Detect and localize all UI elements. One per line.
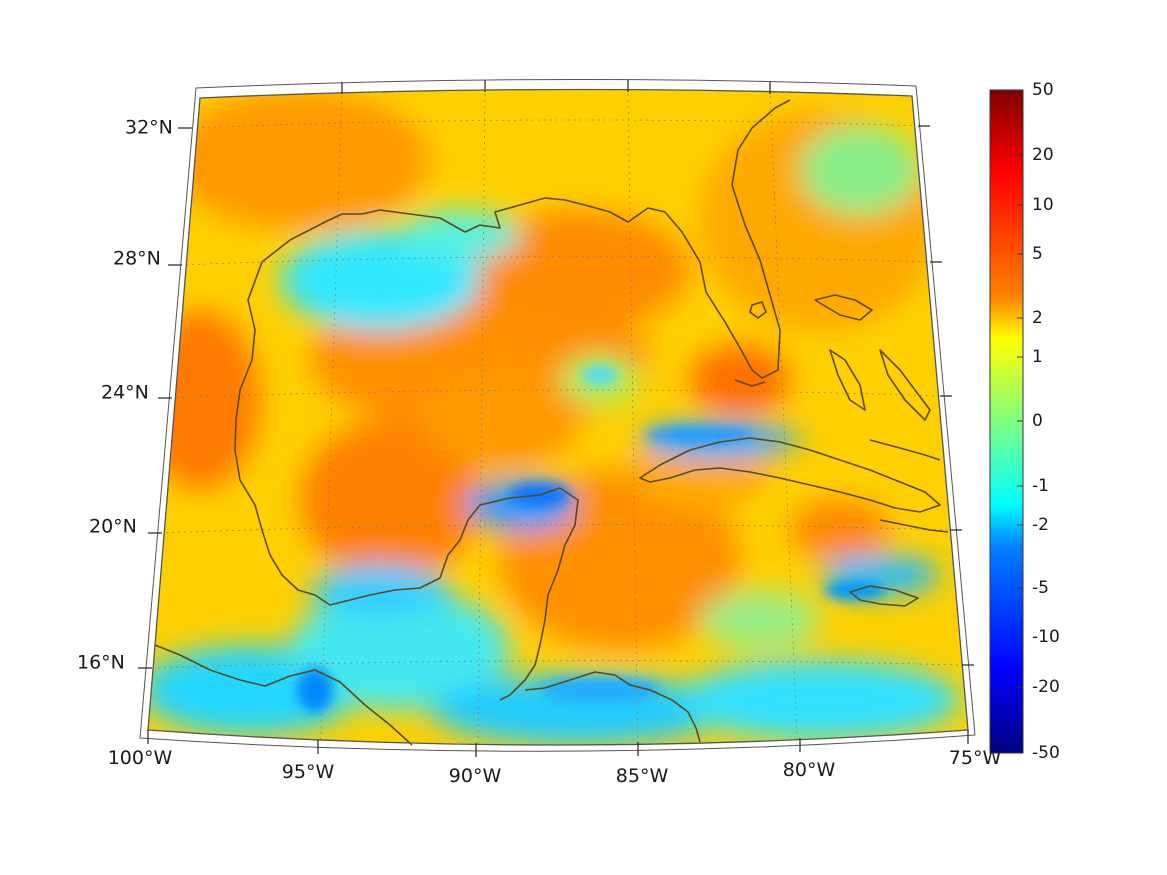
lat-labels: 32°N 28°N 24°N 20°N 16°N xyxy=(77,117,173,674)
colorbar-tick-50: 50 xyxy=(1032,80,1054,100)
colorbar-tick-0: 0 xyxy=(1032,411,1043,431)
colorbar-tick-neg50: -50 xyxy=(1032,743,1060,763)
cuba-coast xyxy=(639,437,941,513)
lon-label-85w: 85°W xyxy=(616,765,669,787)
colorbar-tick-neg2: -2 xyxy=(1032,515,1049,535)
lat-label-24n: 24°N xyxy=(101,382,149,404)
colorbar-tick-neg5: -5 xyxy=(1032,578,1049,598)
coastlines xyxy=(154,99,949,746)
lon-label-95w: 95°W xyxy=(282,761,335,783)
bahamas-1 xyxy=(814,294,873,321)
data-field xyxy=(148,89,968,745)
lon-label-75w: 75°W xyxy=(949,747,1002,769)
lat-ticks xyxy=(138,125,974,669)
lat-label-28n: 28°N xyxy=(113,248,161,270)
lat-label-20n: 20°N xyxy=(89,516,137,538)
lon-label-80w: 80°W xyxy=(783,759,836,781)
lat-label-32n: 32°N xyxy=(125,117,173,139)
map-frame xyxy=(139,78,976,752)
pacific-coast xyxy=(154,644,413,746)
hispaniola-coast xyxy=(879,519,949,533)
colorbar-tick-10: 10 xyxy=(1032,195,1054,215)
colorbar-tick-neg10: -10 xyxy=(1032,627,1060,647)
colorbar-tick-neg20: -20 xyxy=(1032,677,1060,697)
central-america-coast xyxy=(524,671,701,743)
lon-ticks xyxy=(147,80,969,757)
colorbar-tick-neg1: -1 xyxy=(1032,476,1049,496)
colorbar-tick-1: 1 xyxy=(1032,347,1043,367)
graticule xyxy=(151,89,963,745)
lon-label-100w: 100°W xyxy=(108,747,173,769)
colorbar: 50 20 10 5 2 1 0 -1 -2 -5 -10 -20 -50 xyxy=(989,80,1060,763)
bahamas-4 xyxy=(869,439,941,461)
colorbar-tick-5: 5 xyxy=(1032,244,1043,264)
bahamas-3 xyxy=(879,349,931,421)
lon-labels: 100°W 95°W 90°W 85°W 80°W 75°W xyxy=(108,747,1002,787)
jamaica-coast xyxy=(849,585,919,607)
gulf-west-coast xyxy=(234,299,579,701)
bahamas-2 xyxy=(829,349,866,411)
lon-label-90w: 90°W xyxy=(449,765,502,787)
gulf-north-coast xyxy=(247,99,791,379)
colorbar-tick-2: 2 xyxy=(1032,308,1043,328)
lake-okeechobee xyxy=(749,301,767,319)
lat-label-16n: 16°N xyxy=(77,652,125,674)
florida-keys xyxy=(734,379,766,387)
colorbar-tick-20: 20 xyxy=(1032,145,1054,165)
